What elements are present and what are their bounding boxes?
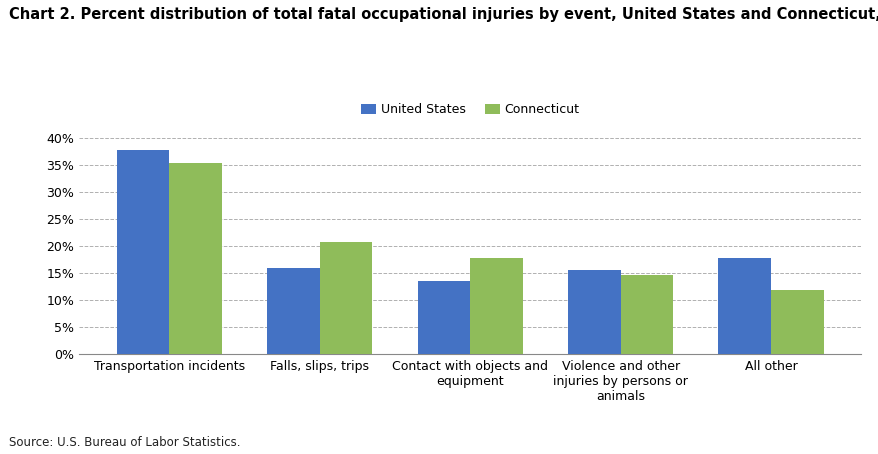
Bar bbox=[770, 291, 823, 354]
Text: Chart 2. Percent distribution of total fatal occupational injuries by event, Uni: Chart 2. Percent distribution of total f… bbox=[9, 7, 878, 22]
Bar bbox=[320, 242, 372, 354]
Bar bbox=[567, 270, 620, 354]
Bar bbox=[267, 268, 320, 354]
Legend: United States, Connecticut: United States, Connecticut bbox=[361, 104, 579, 116]
Bar bbox=[417, 281, 470, 354]
Bar bbox=[169, 163, 222, 354]
Bar bbox=[117, 150, 169, 354]
Bar bbox=[470, 258, 522, 354]
Text: Source: U.S. Bureau of Labor Statistics.: Source: U.S. Bureau of Labor Statistics. bbox=[9, 436, 240, 449]
Bar bbox=[620, 275, 673, 354]
Bar bbox=[717, 258, 770, 354]
